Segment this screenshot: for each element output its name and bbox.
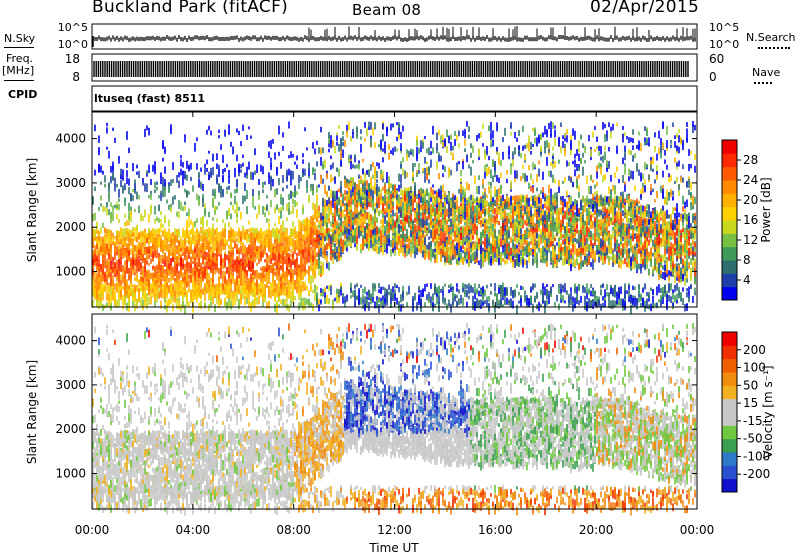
freq-label-line1: Freq. (6, 52, 33, 65)
nsky-frame (91, 23, 698, 50)
cpid-frame (91, 85, 698, 112)
site-title: Buckland Park (fitACF) (92, 0, 288, 17)
nsearch-tick-top: 10^5 (709, 21, 739, 34)
cpid-value: ltuseq (fast) 8511 (94, 92, 205, 105)
nsky-label: N.Sky (4, 32, 35, 45)
nave-dotted-line (754, 82, 772, 84)
freq-label-line2: [MHz] (2, 64, 34, 77)
nave-label: Nave (752, 66, 780, 79)
freq-underline (4, 80, 34, 81)
nsky-panel: 10^5 10^0 10^5 10^0 (58, 21, 739, 51)
nsky-underline (4, 47, 34, 48)
freq-tick-bottom: 8 (72, 70, 80, 84)
nave-tick-top: 60 (709, 52, 724, 66)
nsearch-dotted-line (758, 47, 790, 49)
freq-panel: 18 8 60 0 (65, 52, 725, 84)
power-cells (92, 120, 696, 314)
freq-bars (93, 61, 689, 77)
beam-label: Beam 08 (352, 1, 421, 19)
freq-frame (91, 53, 698, 82)
date-label: 02/Apr/2015 (590, 0, 699, 17)
nsky-bars (92, 26, 696, 47)
cpid-label: CPID (8, 88, 37, 101)
nave-tick-bottom: 0 (709, 70, 717, 84)
nsky-tick-bottom: 10^0 (58, 38, 88, 51)
freq-tick-top: 18 (65, 52, 80, 66)
nsearch-tick-bottom: 10^0 (709, 38, 739, 51)
nsearch-label: N.Search (746, 31, 796, 44)
nsky-tick-top: 10^5 (58, 21, 88, 34)
